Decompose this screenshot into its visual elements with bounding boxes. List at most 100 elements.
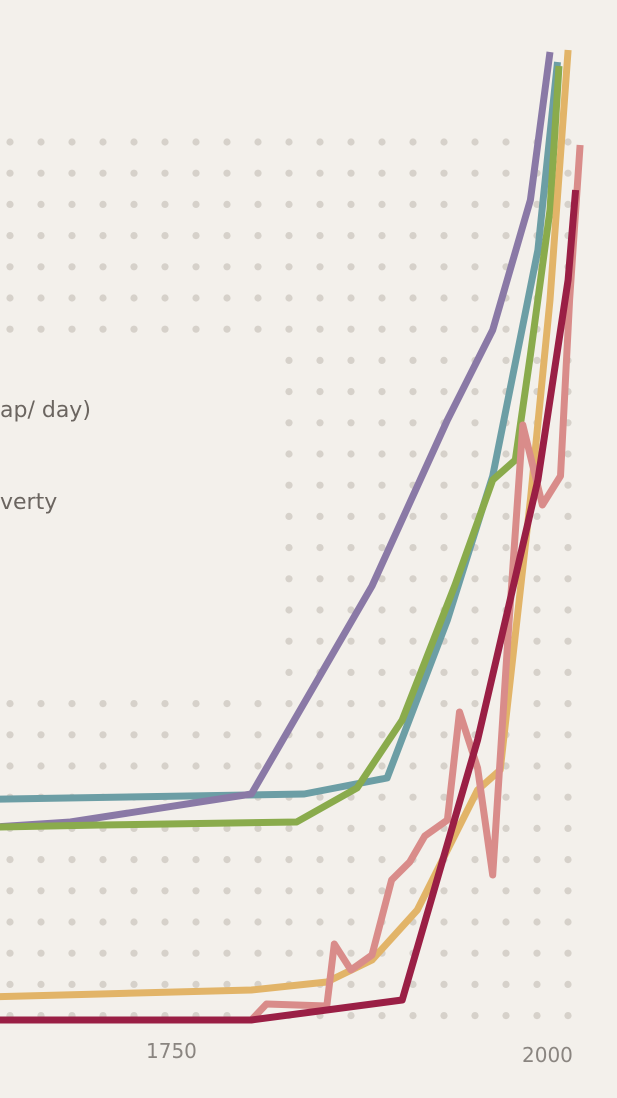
grid-dot (440, 294, 448, 302)
grid-dot (347, 512, 355, 521)
grid-dot (440, 138, 448, 146)
grid-dot (285, 481, 293, 489)
grid-dot (409, 637, 417, 645)
grid-dot (6, 856, 14, 864)
grid-dot (99, 918, 107, 926)
grid-dot (378, 762, 386, 770)
grid-dot (6, 263, 14, 271)
grid-dot (285, 512, 293, 521)
grid-dot (471, 263, 479, 271)
grid-dot (347, 294, 355, 302)
grid-dot (347, 169, 355, 177)
grid-dot (161, 325, 169, 333)
grid-dot (99, 762, 107, 770)
grid-dot (564, 731, 572, 739)
grid-dot (316, 606, 324, 614)
grid-dot (378, 637, 386, 645)
grid-dot (37, 887, 45, 895)
grid-dot (37, 325, 45, 333)
grid-dot (254, 232, 262, 240)
grid-dot (409, 356, 417, 364)
grid-dot (223, 200, 231, 208)
grid-dot (533, 980, 541, 989)
grid-dot (192, 294, 200, 302)
grid-dot (564, 980, 572, 989)
grid-dot (440, 450, 448, 458)
grid-dot (471, 138, 479, 146)
grid-dot (254, 824, 262, 833)
grid-dot (347, 356, 355, 364)
grid-dot (564, 824, 572, 833)
grid-dot (192, 980, 200, 989)
grid-dot (316, 949, 324, 957)
grid-dot (564, 544, 572, 552)
grid-dot (37, 200, 45, 208)
grid-dot (161, 856, 169, 864)
grid-dot (223, 138, 231, 146)
grid-dot (378, 325, 386, 333)
grid-dot (347, 918, 355, 926)
grid-dot (409, 887, 417, 895)
series-lines (0, 49, 584, 1024)
grid-dot (533, 793, 541, 801)
series-line-green (0, 65, 563, 831)
grid-dot (347, 762, 355, 770)
grid-dot (409, 762, 417, 770)
grid-dot (440, 918, 448, 926)
grid-dot (285, 294, 293, 302)
grid-dot (37, 700, 45, 708)
grid-dot (533, 606, 541, 614)
grid-dot (533, 1012, 541, 1020)
grid-dot (471, 824, 479, 833)
grid-dot (316, 856, 324, 864)
grid-dot (161, 294, 169, 302)
grid-dot (378, 731, 386, 739)
grid-dot (564, 481, 572, 489)
grid-dot (378, 169, 386, 177)
grid-dot (37, 294, 45, 302)
grid-dot (37, 980, 45, 989)
grid-dot (378, 388, 386, 396)
grid-dot (564, 668, 572, 677)
grid-dot (378, 1012, 386, 1020)
grid-dot (409, 294, 417, 302)
grid-dot (564, 762, 572, 770)
grid-dot (316, 731, 324, 739)
grid-dot (347, 263, 355, 271)
grid-dot (378, 512, 386, 521)
grid-dot (440, 731, 448, 739)
grid-dot (316, 793, 324, 801)
grid-dot (223, 263, 231, 271)
grid-dot (254, 200, 262, 208)
grid-dot (409, 169, 417, 177)
grid-dot (68, 138, 76, 146)
grid-dot (440, 263, 448, 271)
grid-dot (254, 949, 262, 957)
grid-dot (68, 856, 76, 864)
grid-dot (285, 419, 293, 427)
grid-dot (502, 544, 510, 552)
grid-dot (37, 169, 45, 177)
grid-dot (68, 232, 76, 240)
grid-dot (161, 232, 169, 240)
grid-dot (533, 949, 541, 957)
grid-dot (316, 544, 324, 552)
grid-dot (378, 824, 386, 833)
grid-dot (347, 606, 355, 614)
grid-dot (254, 856, 262, 864)
grid-dot (502, 824, 510, 833)
grid-dot (161, 138, 169, 146)
grid-dot (192, 138, 200, 146)
grid-dot (99, 138, 107, 146)
grid-dot (223, 949, 231, 957)
grid-dot (6, 325, 14, 333)
grid-dot (192, 263, 200, 271)
grid-dot (285, 200, 293, 208)
grid-dot (130, 887, 138, 895)
grid-dot (409, 232, 417, 240)
grid-dot (471, 200, 479, 208)
grid-dot (316, 294, 324, 302)
grid-dot (68, 887, 76, 895)
series-line-purple (0, 51, 554, 831)
